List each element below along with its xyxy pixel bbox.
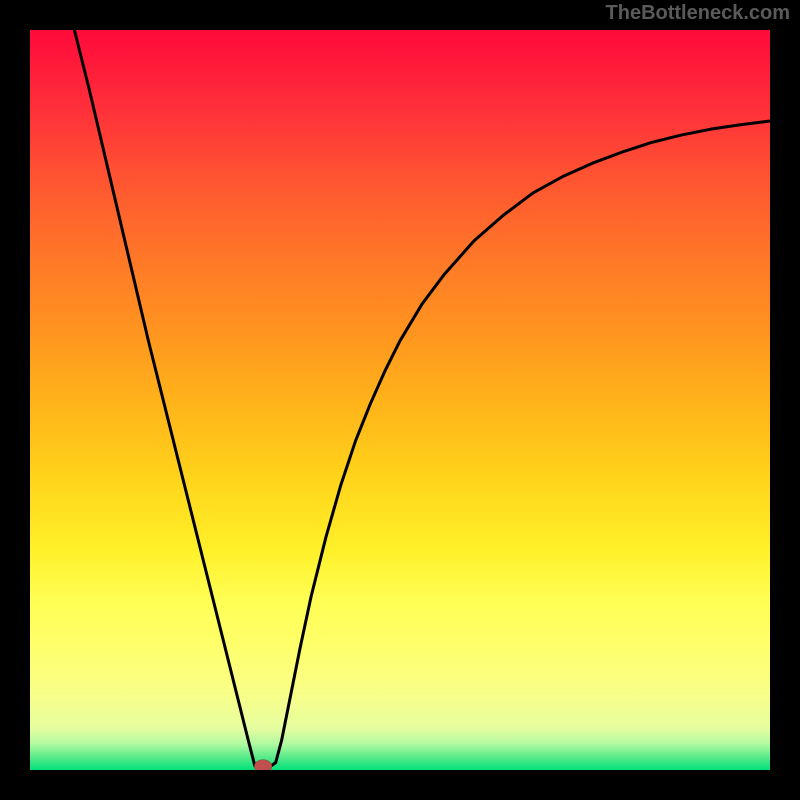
bottleneck-curve bbox=[30, 30, 770, 770]
plot-area bbox=[30, 30, 770, 770]
watermark-text: TheBottleneck.com bbox=[606, 2, 790, 25]
chart-container: TheBottleneck.com bbox=[0, 0, 800, 800]
minimum-marker bbox=[254, 760, 272, 770]
